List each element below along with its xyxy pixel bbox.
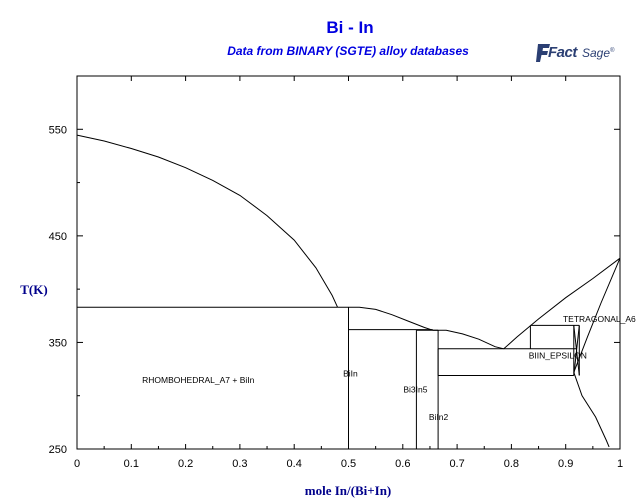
logo-sage-text: Sage® [582, 46, 615, 60]
x-axis-ticks: 0 0.1 0.2 0.3 0.4 0.5 0.6 0.7 0.8 0.9 1 [74, 76, 623, 470]
region-label: TETRAGONAL_A6 [563, 314, 636, 324]
y-tick-label: 550 [49, 124, 67, 136]
phase-boundary [76, 134, 339, 308]
phase-boundary [573, 325, 580, 376]
x-tick-label: 0.9 [558, 458, 573, 470]
factsage-mark-icon [536, 44, 550, 62]
x-tick-label: 0 [74, 458, 80, 470]
factsage-logo: Fact Sage® [536, 40, 620, 74]
phase-boundary [503, 257, 621, 350]
region-label: BiIn [343, 369, 358, 379]
x-tick-label: 0.3 [232, 458, 247, 470]
y-tick-label: 250 [49, 444, 67, 456]
region-labels: RHOMBOHEDRAL_A7 + BiIn BiIn Bi3In5 BiIn2 BII… [142, 314, 636, 422]
x-tick-label: 0.7 [449, 458, 464, 470]
y-tick-label: 350 [49, 337, 67, 349]
phase-boundary-lines [76, 134, 621, 449]
region-label: Bi3In5 [403, 385, 427, 395]
y-tick-label: 450 [49, 231, 67, 243]
chart-title: Bi - In [326, 18, 374, 37]
phase-boundary [573, 258, 621, 373]
x-tick-label: 0.1 [124, 458, 139, 470]
x-tick-label: 1 [617, 458, 623, 470]
y-axis-title: T(K) [20, 282, 47, 297]
x-tick-label: 0.2 [178, 458, 193, 470]
x-tick-label: 0.4 [287, 458, 302, 470]
x-tick-label: 0.6 [395, 458, 410, 470]
phase-boundary [573, 372, 610, 448]
phase-boundary [337, 306, 433, 331]
region-label: RHOMBOHEDRAL_A7 + BiIn [142, 375, 254, 385]
region-label: BiIn2 [429, 412, 449, 422]
x-tick-label: 0.5 [341, 458, 356, 470]
logo-fact-text: Fact [548, 44, 577, 61]
region-label: BIIN_EPSILON [529, 350, 587, 360]
y-axis-ticks: 250 350 450 550 [49, 124, 620, 456]
chart-subtitle: Data from BINARY (SGTE) alloy databases [227, 44, 469, 58]
x-axis-title: mole In/(Bi+In) [305, 483, 392, 498]
x-tick-label: 0.8 [504, 458, 519, 470]
phase-boundary [432, 329, 504, 350]
